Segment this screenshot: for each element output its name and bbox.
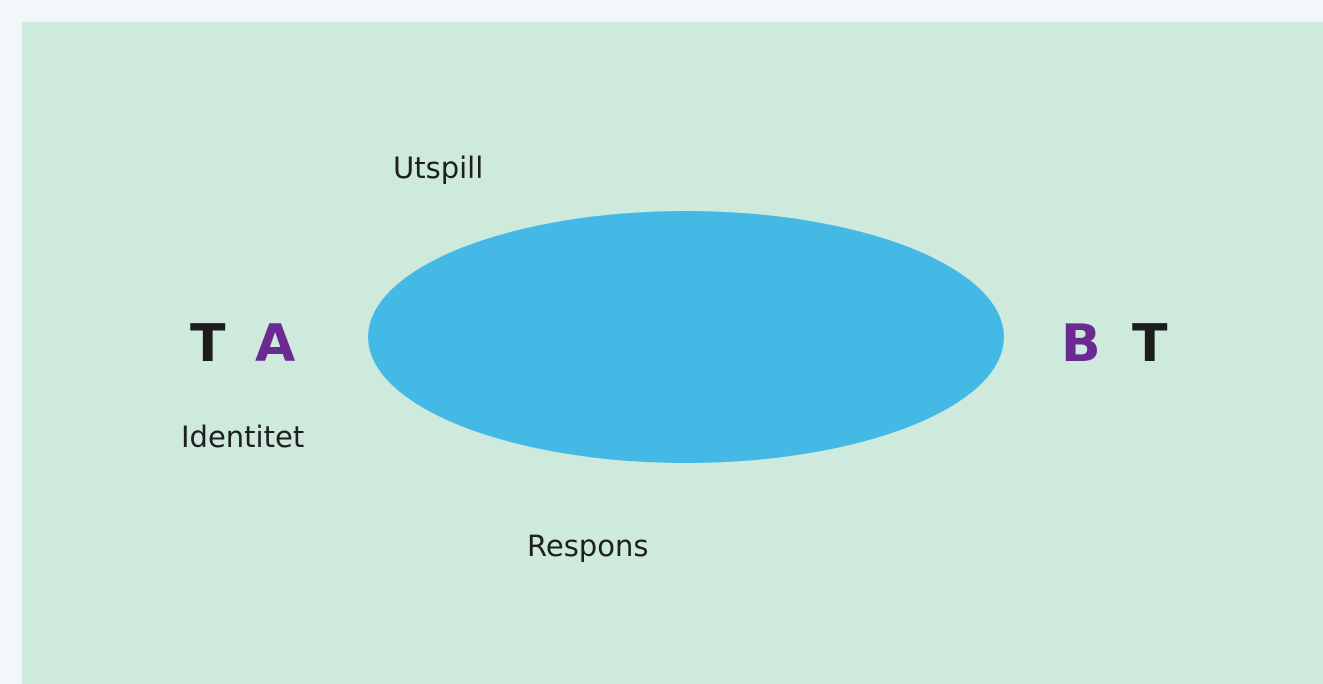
left-t-letter: T [190,314,226,374]
label-utspill: Utspill [393,151,484,185]
right-t-letter: T [1132,314,1168,374]
communication-ellipse [368,211,1004,463]
party-b-letter: B [1061,314,1101,374]
label-respons: Respons [527,529,649,563]
label-identitet: Identitet [181,420,305,454]
party-a-letter: A [255,314,296,374]
